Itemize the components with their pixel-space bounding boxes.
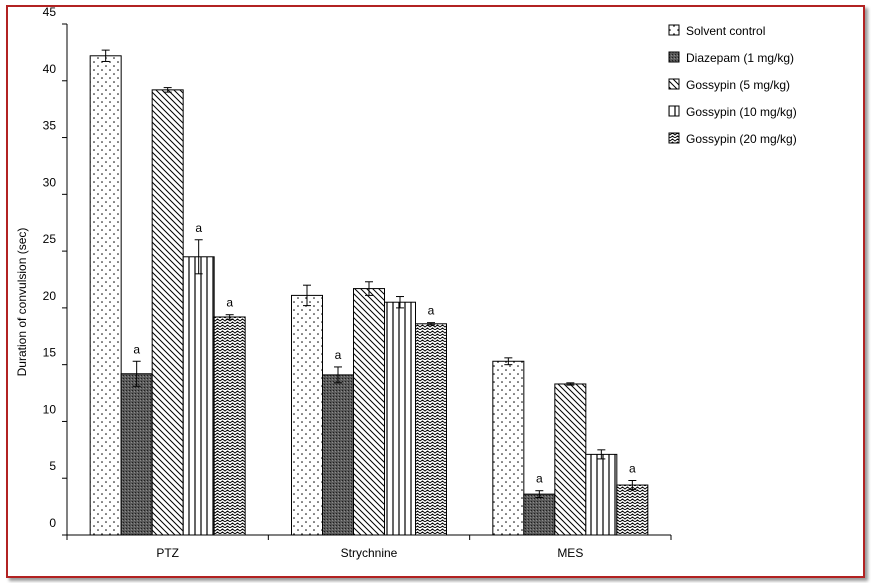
significance-label: a: [536, 472, 543, 486]
y-tick-label: 30: [43, 175, 57, 189]
bar: [554, 383, 587, 536]
significance-label: a: [335, 348, 342, 362]
legend: Solvent control Diazepam (1 mg/kg) Gossypi…: [668, 24, 797, 146]
y-axis-label: Duration of convulsion (sec): [15, 228, 29, 377]
bar: [291, 294, 323, 536]
legend-swatch: [668, 78, 680, 90]
significance-label: a: [629, 461, 636, 475]
significance-label: a: [428, 304, 435, 318]
y-tick-label: 40: [43, 62, 57, 76]
legend-label: Gossypin (10 mg/kg): [686, 105, 797, 119]
legend-label: Solvent control: [686, 24, 765, 38]
y-tick-label: 0: [49, 516, 56, 530]
bar: [353, 288, 385, 536]
bar: [492, 360, 525, 536]
significance-label: a: [226, 296, 233, 310]
legend-label: Diazepam (1 mg/kg): [686, 51, 794, 65]
bar: [415, 323, 447, 536]
legend-label: Gossypin (20 mg/kg): [686, 132, 797, 146]
bar: [89, 55, 122, 536]
y-tick-label: 25: [43, 232, 57, 246]
bar: [151, 89, 184, 536]
x-tick-label: MES: [557, 546, 583, 560]
legend-swatch: [668, 51, 680, 63]
significance-label: a: [195, 221, 202, 235]
legend-swatch: [668, 132, 680, 144]
x-tick-label: Strychnine: [341, 546, 398, 560]
bar: [616, 484, 649, 536]
legend-label: Gossypin (5 mg/kg): [686, 78, 790, 92]
bar: [213, 316, 246, 536]
y-tick-label: 45: [43, 5, 57, 19]
y-tick-label: 35: [43, 119, 57, 133]
legend-swatch: [668, 24, 680, 36]
legend-swatch: [668, 105, 680, 117]
y-tick-label: 20: [43, 289, 57, 303]
y-tick-label: 15: [43, 346, 57, 360]
significance-label: a: [133, 342, 140, 356]
bar: [322, 374, 354, 536]
bar: [585, 453, 618, 536]
x-tick-label: PTZ: [156, 546, 179, 560]
bar: [182, 256, 215, 536]
bar: [120, 373, 153, 536]
bars: a a a a a a a: [89, 49, 649, 536]
y-tick-label: 10: [43, 402, 57, 416]
bar: [523, 493, 556, 536]
bar: [384, 301, 416, 536]
y-tick-label: 5: [49, 459, 56, 473]
